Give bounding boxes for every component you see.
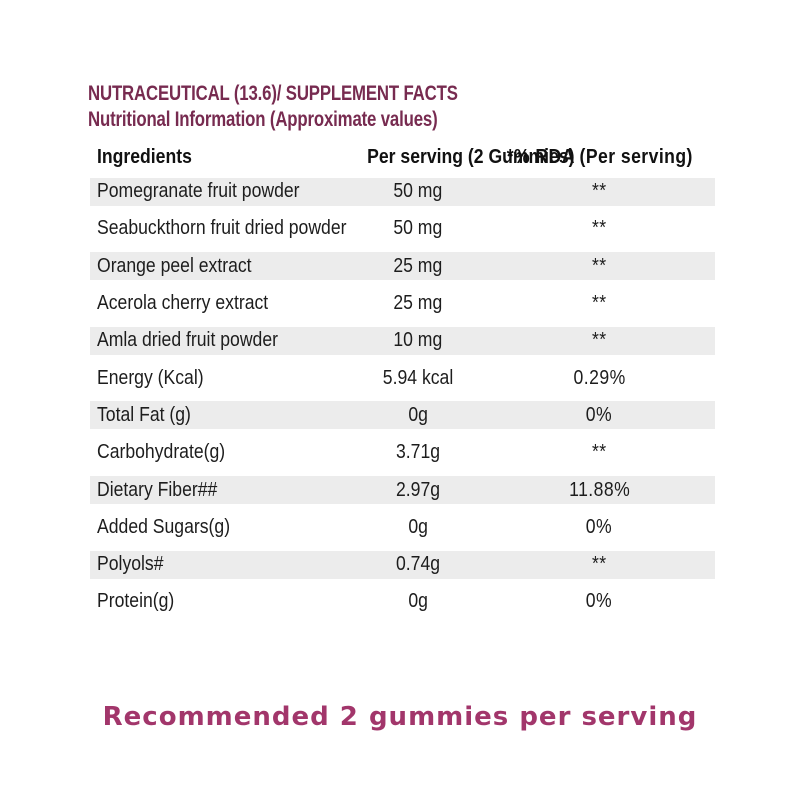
per-serving-cell: 0g [353, 590, 484, 613]
rda-cell: ** [484, 292, 715, 315]
table-header-row: Ingredients Per serving (2 Gummies) *% R… [90, 142, 715, 173]
rda-cell: ** [484, 217, 715, 240]
rda-value: ** [592, 254, 607, 277]
per-serving-value: 50 mg [393, 217, 443, 240]
ingredient-cell: Added Sugars(g) [90, 516, 353, 539]
rda-cell: 0% [484, 516, 715, 539]
rda-value: 0.29% [573, 366, 626, 389]
rda-cell: 0% [484, 590, 715, 613]
ingredient-cell: Acerola cherry extract [90, 292, 353, 315]
per-serving-cell: 25 mg [353, 292, 484, 315]
ingredient-name: Orange peel extract [97, 254, 252, 277]
rda-cell: ** [484, 329, 715, 352]
ingredient-name: Energy (Kcal) [97, 366, 204, 389]
rda-cell: ** [484, 180, 715, 203]
per-serving-value: 0g [408, 403, 428, 426]
rda-value: 11.88% [568, 478, 630, 501]
rda-value: ** [592, 553, 607, 576]
ingredient-cell: Polyols# [90, 553, 353, 576]
per-serving-value: 0g [408, 515, 428, 538]
per-serving-cell: 50 mg [353, 180, 484, 203]
rda-value: ** [592, 441, 607, 464]
column-header-rda-text: *% RDA (Per serving) [506, 146, 693, 168]
rda-cell: 0.29% [484, 367, 715, 390]
ingredient-cell: Energy (Kcal) [90, 367, 353, 390]
per-serving-cell: 5.94 kcal [353, 367, 484, 390]
ingredient-name: Added Sugars(g) [97, 515, 231, 538]
rda-value: ** [592, 329, 607, 352]
supplement-subtitle: Nutritional Information (Approximate val… [88, 108, 525, 132]
table-row: Protein(g) 0g 0% [90, 583, 715, 620]
column-header-ingredients: Ingredients [90, 146, 353, 169]
ingredient-name: Total Fat (g) [97, 403, 191, 426]
ingredient-cell: Seabuckthorn fruit dried powder [90, 217, 353, 240]
supplement-title-text: NUTRACEUTICAL (13.6)/ SUPPLEMENT FACTS [88, 82, 458, 105]
rda-value: 0% [586, 515, 613, 538]
ingredient-name: Dietary Fiber## [97, 478, 218, 501]
rda-value: 0% [586, 590, 613, 613]
ingredient-cell: Pomegranate fruit powder [90, 180, 353, 203]
ingredient-name: Carbohydrate(g) [97, 441, 226, 464]
table-row: Carbohydrate(g) 3.71g ** [90, 434, 715, 471]
per-serving-value: 2.97g [396, 478, 441, 501]
table-row: Acerola cherry extract 25 mg ** [90, 285, 715, 322]
per-serving-value: 3.71g [396, 441, 441, 464]
table-body: Pomegranate fruit powder 50 mg ** Seabuc… [90, 173, 715, 621]
ingredient-cell: Total Fat (g) [90, 404, 353, 427]
table-row: Orange peel extract 25 mg ** [90, 247, 715, 285]
facts-table: Ingredients Per serving (2 Gummies) *% R… [90, 142, 715, 621]
supplement-subtitle-text: Nutritional Information (Approximate val… [88, 108, 438, 131]
table-row: Seabuckthorn fruit dried powder 50 mg ** [90, 210, 715, 247]
rda-cell: 0% [484, 404, 715, 427]
table-row: Amla dried fruit powder 10 mg ** [90, 322, 715, 360]
per-serving-cell: 50 mg [353, 217, 484, 240]
column-header-ingredients-text: Ingredients [97, 146, 192, 168]
ingredient-cell: Protein(g) [90, 590, 353, 613]
rda-cell: ** [484, 255, 715, 278]
column-header-rda: *% RDA (Per serving) [484, 146, 715, 169]
per-serving-cell: 0.74g [353, 553, 484, 576]
column-header-per-serving-text: Per serving (2 Gummies) [366, 146, 575, 168]
table-row: Energy (Kcal) 5.94 kcal 0.29% [90, 359, 715, 396]
table-row: Added Sugars(g) 0g 0% [90, 509, 715, 546]
column-header-per-serving: Per serving (2 Gummies) [353, 146, 574, 169]
ingredient-cell: Amla dried fruit powder [90, 329, 353, 352]
supplement-title: NUTRACEUTICAL (13.6)/ SUPPLEMENT FACTS [88, 82, 550, 106]
rda-value: ** [592, 292, 607, 315]
per-serving-cell: 2.97g [353, 479, 484, 502]
per-serving-value: 25 mg [393, 292, 443, 315]
ingredient-name: Pomegranate fruit powder [97, 180, 300, 203]
rda-cell: ** [484, 441, 715, 464]
per-serving-cell: 3.71g [353, 441, 484, 464]
table-row: Polyols# 0.74g ** [90, 545, 715, 584]
per-serving-cell: 10 mg [353, 329, 484, 352]
ingredient-name: Amla dried fruit powder [97, 329, 278, 352]
rda-value: ** [592, 217, 607, 240]
ingredient-cell: Dietary Fiber## [90, 479, 353, 502]
per-serving-value: 5.94 kcal [382, 366, 454, 389]
table-row: Dietary Fiber## 2.97g 11.88% [90, 471, 715, 509]
per-serving-cell: 0g [353, 404, 484, 427]
per-serving-value: 0g [408, 590, 428, 613]
rda-cell: 11.88% [484, 479, 715, 502]
per-serving-cell: 0g [353, 516, 484, 539]
rda-value: 0% [586, 403, 613, 426]
table-row: Pomegranate fruit powder 50 mg ** [90, 173, 715, 211]
table-row: Total Fat (g) 0g 0% [90, 396, 715, 435]
rda-value: ** [592, 180, 607, 203]
rda-cell: ** [484, 553, 715, 576]
ingredient-name: Seabuckthorn fruit dried powder [97, 217, 347, 240]
footnote-text: Recommended 2 gummies per serving [102, 702, 698, 732]
per-serving-value: 0.74g [396, 553, 441, 576]
ingredient-cell: Carbohydrate(g) [90, 441, 353, 464]
per-serving-value: 25 mg [393, 254, 443, 277]
per-serving-cell: 25 mg [353, 255, 484, 278]
ingredient-name: Protein(g) [97, 590, 175, 613]
ingredient-name: Acerola cherry extract [97, 292, 269, 315]
per-serving-value: 50 mg [393, 180, 443, 203]
ingredient-name: Polyols# [97, 553, 164, 576]
ingredient-cell: Orange peel extract [90, 255, 353, 278]
per-serving-value: 10 mg [393, 329, 443, 352]
